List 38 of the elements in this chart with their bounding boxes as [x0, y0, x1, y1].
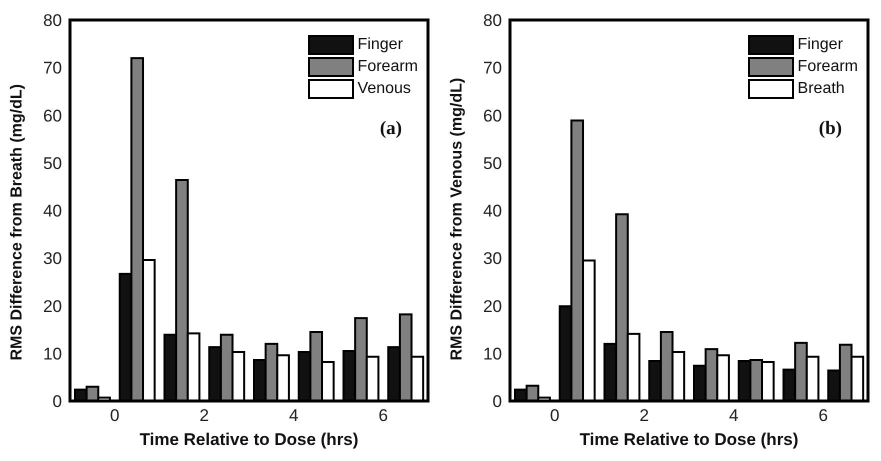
y-tick-label: 10 — [483, 344, 502, 364]
y-tick-label: 20 — [43, 296, 62, 316]
y-tick-label: 50 — [43, 154, 62, 173]
y-tick-label: 80 — [43, 11, 62, 30]
y-tick-label: 30 — [483, 249, 502, 268]
x-tick-label: 2 — [200, 406, 209, 426]
x-tick-label: 2 — [640, 406, 649, 426]
x-axis-title: Time Relative to Dose (hrs) — [580, 430, 798, 449]
x-tick-label: 6 — [818, 406, 828, 426]
y-tick-label: 20 — [483, 296, 502, 316]
y-tick-label: 40 — [483, 202, 502, 221]
y-tick-label: 70 — [43, 58, 62, 78]
x-axis-title: Time Relative to Dose (hrs) — [140, 430, 358, 449]
y-tick-label: 70 — [483, 58, 502, 78]
y-tick-label: 60 — [483, 106, 502, 126]
y-axis-title: RMS Difference from Venous (mg/dL) — [448, 78, 466, 360]
y-tick-label: 60 — [43, 106, 62, 126]
x-tick-label: 4 — [729, 406, 738, 426]
legend-label: Finger — [358, 35, 403, 55]
y-tick-label: 80 — [483, 11, 502, 30]
y-tick-label: 10 — [43, 344, 62, 364]
legend-label: Finger — [798, 35, 843, 55]
legend-label: Forearm — [358, 57, 418, 77]
y-axis-title: RMS Difference from Breath (mg/dL) — [8, 84, 26, 360]
legend-label: Breath — [798, 79, 845, 99]
annotation: (b) — [818, 118, 842, 140]
annotation: (a) — [378, 118, 402, 140]
x-tick-label: 0 — [550, 406, 560, 426]
x-tick-label: 4 — [289, 406, 298, 426]
y-tick-label: 30 — [43, 249, 62, 268]
legend-label: Forearm — [798, 57, 858, 77]
y-tick-label: 0 — [492, 392, 502, 412]
x-tick-label: 0 — [110, 406, 120, 426]
y-tick-label: 0 — [52, 392, 62, 412]
legend-label: Venous — [358, 79, 411, 99]
x-tick-label: 6 — [378, 406, 388, 426]
y-tick-label: 50 — [483, 154, 502, 173]
y-tick-label: 40 — [43, 202, 62, 221]
